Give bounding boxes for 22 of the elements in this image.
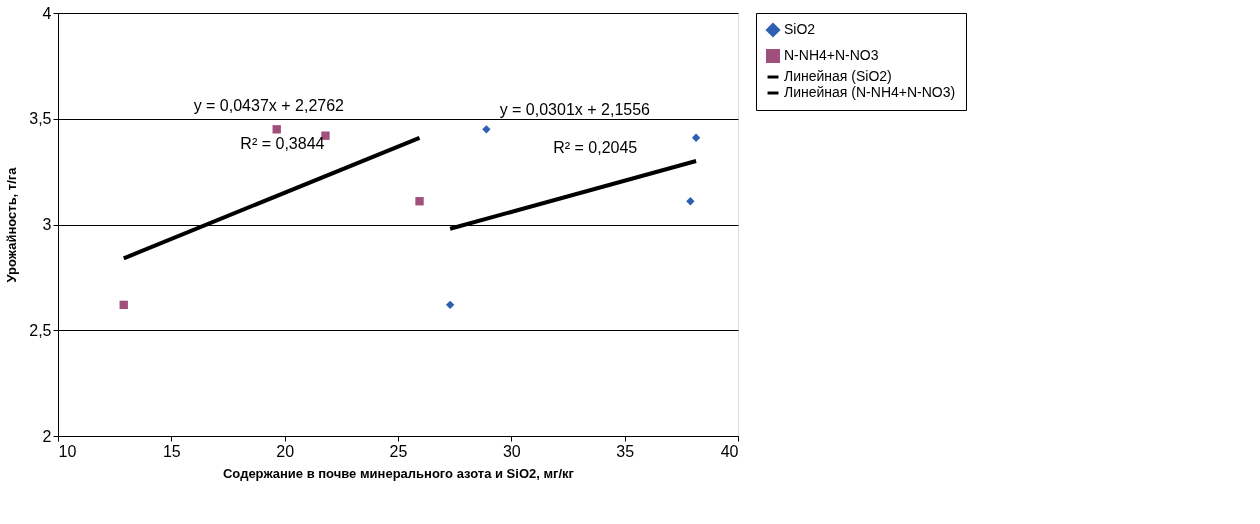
x-tick-label: 35: [616, 442, 635, 460]
legend-label: Линейная (N-NH4+N-NO3): [784, 84, 956, 100]
x-tick-label: 10: [58, 442, 77, 460]
x-tick-label: 25: [389, 442, 408, 460]
x-tick-label: 40: [720, 442, 739, 460]
legend-label: Линейная (SiO2): [784, 68, 892, 84]
x-tick-label: 20: [276, 442, 295, 460]
x-tick-label: 30: [502, 442, 521, 460]
annotation: y = 0,0437x + 2,2762: [193, 97, 345, 115]
y-tick-label: 4: [42, 4, 52, 22]
annotation: R² = 0,2045: [553, 139, 638, 157]
annotation: y = 0,0301x + 2,1556: [499, 101, 651, 119]
x-axis-title: Содержание в почве минерального азота и SiO2, мг/кг: [222, 465, 575, 481]
y-axis-title: Урожайность, т/га: [4, 166, 20, 283]
y-tick-label: 3: [42, 216, 52, 233]
legend-label: SiO2: [784, 21, 816, 37]
annotation: R² = 0,3844: [240, 135, 325, 153]
y-tick-label: 2: [42, 427, 52, 445]
y-tick-label: 3,5: [29, 110, 52, 128]
x-tick-label: 15: [162, 442, 181, 460]
y-tick-label: 2,5: [29, 321, 52, 339]
legend-label: N-NH4+N-NO3: [784, 47, 879, 63]
